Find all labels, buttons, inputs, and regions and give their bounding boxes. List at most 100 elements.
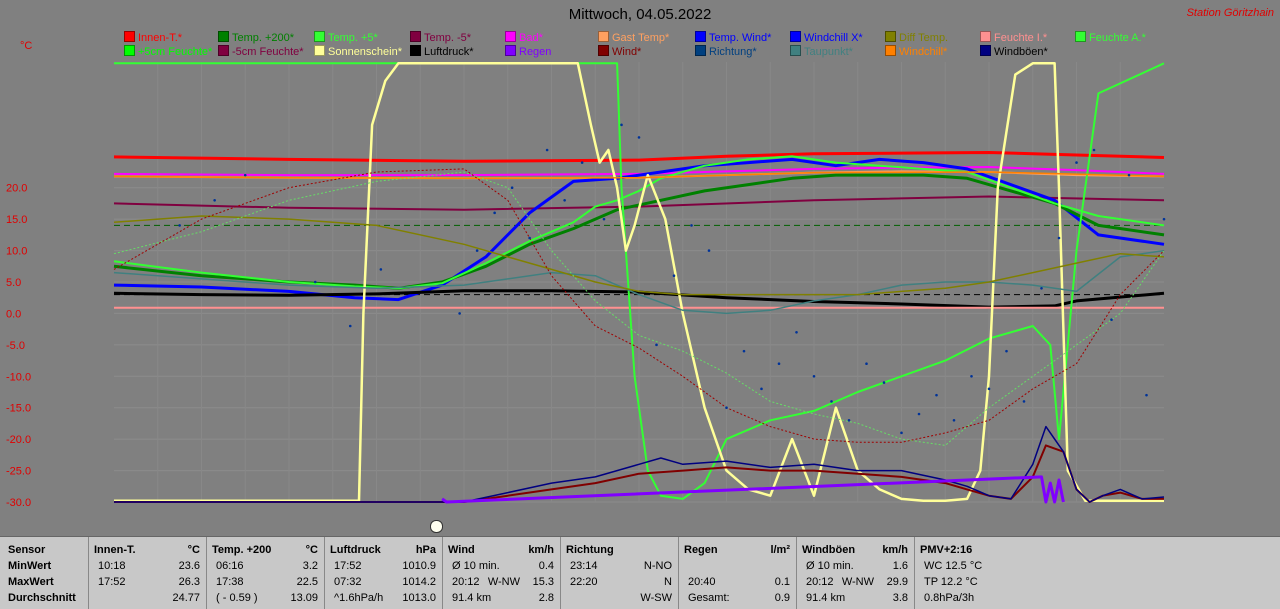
data-point	[1005, 349, 1008, 353]
y-tick-label: 20.0	[6, 183, 27, 195]
status-cell-time: 20:40	[688, 576, 716, 588]
series-line	[114, 425, 1165, 503]
data-point	[458, 312, 461, 315]
data-point	[510, 186, 514, 190]
data-point	[847, 418, 851, 422]
legend-item: Sonnenschein*	[314, 45, 402, 59]
status-cell-value: 24.77	[172, 592, 200, 604]
status-cell-value: N	[664, 576, 672, 588]
status-label-sensor: Sensor	[8, 544, 46, 556]
status-cell-time: ^1.6hPa/h	[334, 592, 384, 604]
status-column: Wind km/h Ø 10 min. 0.4 20:12 W-NW 15.3 91.4 km…	[442, 537, 561, 609]
status-cell-value: 1.6	[892, 560, 908, 572]
legend-swatch	[598, 31, 609, 42]
status-cell-time: 22:20	[570, 576, 598, 588]
data-point	[725, 406, 728, 410]
legend-label: Diff Temp.	[899, 32, 949, 44]
status-column: Luftdruck hPa 17:52 1010.9 07:32 1014.2 ^1.6hP…	[324, 537, 443, 609]
status-cell-time: TP 12.2 °C	[924, 576, 978, 588]
data-point	[1162, 217, 1166, 221]
legend-label: Windchill*	[899, 46, 948, 58]
data-point	[213, 198, 216, 202]
status-column: Richtung 23:14 N-NO 22:20 N W-SW	[560, 537, 679, 609]
legend-swatch	[980, 45, 991, 56]
legend-item: Temp. -5*	[410, 31, 471, 45]
data-point	[970, 374, 973, 378]
status-bar: Sensor MinWert MaxWert Durchschnitt Inne…	[0, 536, 1280, 609]
data-point	[795, 330, 798, 334]
status-column-name: Temp. +200	[212, 544, 272, 556]
status-column: Innen-T. °C 10:18 23.6 17:52 26.3 24.77	[88, 537, 207, 609]
legend-swatch	[124, 31, 135, 42]
legend-item: Richtung*	[695, 45, 757, 59]
legend-swatch	[790, 45, 801, 56]
legend-swatch	[124, 45, 135, 56]
data-point	[707, 249, 711, 252]
legend-item: Windchill X*	[790, 31, 863, 45]
station-name: Station Göritzhain	[1186, 7, 1274, 19]
legend-label: Temp. Wind*	[709, 32, 772, 44]
status-cell-time: Ø 10 min.	[452, 560, 500, 572]
status-cell-time: 20:12	[806, 576, 834, 588]
series-line	[113, 215, 1165, 296]
legend-label: Temp. +5*	[328, 32, 378, 44]
data-point	[760, 387, 763, 391]
data-point	[1075, 161, 1078, 164]
series-line	[113, 166, 1165, 177]
status-column-name: Wind	[448, 544, 475, 556]
status-column-unit: km/h	[882, 544, 908, 556]
status-column: Regen l/m² 20:40 0.1 Gesamt: 0.9	[678, 537, 797, 609]
status-cell-time: WC 12.5 °C	[924, 560, 983, 572]
status-cell-value: 1013.0	[402, 592, 436, 604]
status-cell-value: 3.2	[302, 560, 318, 572]
y-tick-label: 10.0	[6, 246, 27, 258]
chart-title: Mittwoch, 04.05.2022	[568, 6, 712, 23]
weather-chart: 20.0 15.0 10.0 5.0 0.0 -5.0 -10.0 -15.0 -20.0 -25…	[6, 62, 1166, 509]
y-axis-unit: °C	[20, 40, 33, 52]
y-tick-label: -5.0	[6, 340, 25, 352]
legend-item: Temp. +5*	[314, 31, 378, 45]
series-line	[113, 171, 1165, 180]
status-cell-time: 10:18	[98, 560, 126, 572]
status-cell-value: 0.4	[538, 560, 554, 572]
status-cell-value: 3.8	[892, 592, 908, 604]
status-cell-value: 0.9	[774, 592, 790, 604]
status-cell-time: 06:16	[216, 560, 244, 572]
data-point	[1145, 393, 1148, 397]
status-cell-time: 23:14	[570, 560, 598, 572]
legend-label: Sonnenschein*	[328, 46, 403, 58]
sun-icon	[430, 520, 443, 533]
status-cell-time: 17:38	[216, 576, 244, 588]
data-point	[1110, 318, 1113, 322]
legend-label: Gast Temp*	[612, 32, 670, 44]
data-point	[935, 393, 938, 397]
data-point	[655, 343, 658, 347]
legend-label: Windböen*	[994, 46, 1048, 58]
legend-swatch	[1075, 31, 1086, 42]
status-cell-value: N-NO	[643, 560, 672, 572]
legend-swatch	[505, 31, 516, 42]
status-cell-value: 29.9	[886, 576, 908, 588]
data-point	[348, 324, 352, 328]
legend-label: Temp. -5*	[424, 32, 472, 44]
legend-item: Bad*	[505, 31, 543, 45]
status-column-unit: hPa	[415, 544, 436, 556]
data-point	[545, 148, 549, 152]
legend-label: Feuchte A.*	[1089, 32, 1146, 44]
data-point	[563, 198, 566, 202]
y-tick-labels: 20.0 15.0 10.0 5.0 0.0 -5.0 -10.0 -15.0 -20.0 -25…	[6, 183, 31, 509]
legend-swatch	[314, 31, 325, 42]
legend-swatch	[695, 31, 706, 42]
y-tick-label: -20.0	[6, 434, 31, 446]
data-point	[637, 136, 641, 139]
legend-swatch	[218, 31, 229, 42]
y-tick-label: -10.0	[6, 371, 31, 383]
legend-label: Windchill X*	[804, 32, 863, 44]
chart-legend: Innen-T.* Temp. +200* Temp. +5* Temp. -5* Ba…	[0, 31, 1280, 61]
legend-swatch	[790, 31, 801, 42]
data-point	[313, 280, 317, 284]
status-cell-value: W-SW	[640, 592, 672, 604]
series-line	[113, 157, 1165, 302]
data-point	[952, 418, 956, 422]
status-column-name: PMV+2:16	[920, 544, 973, 556]
